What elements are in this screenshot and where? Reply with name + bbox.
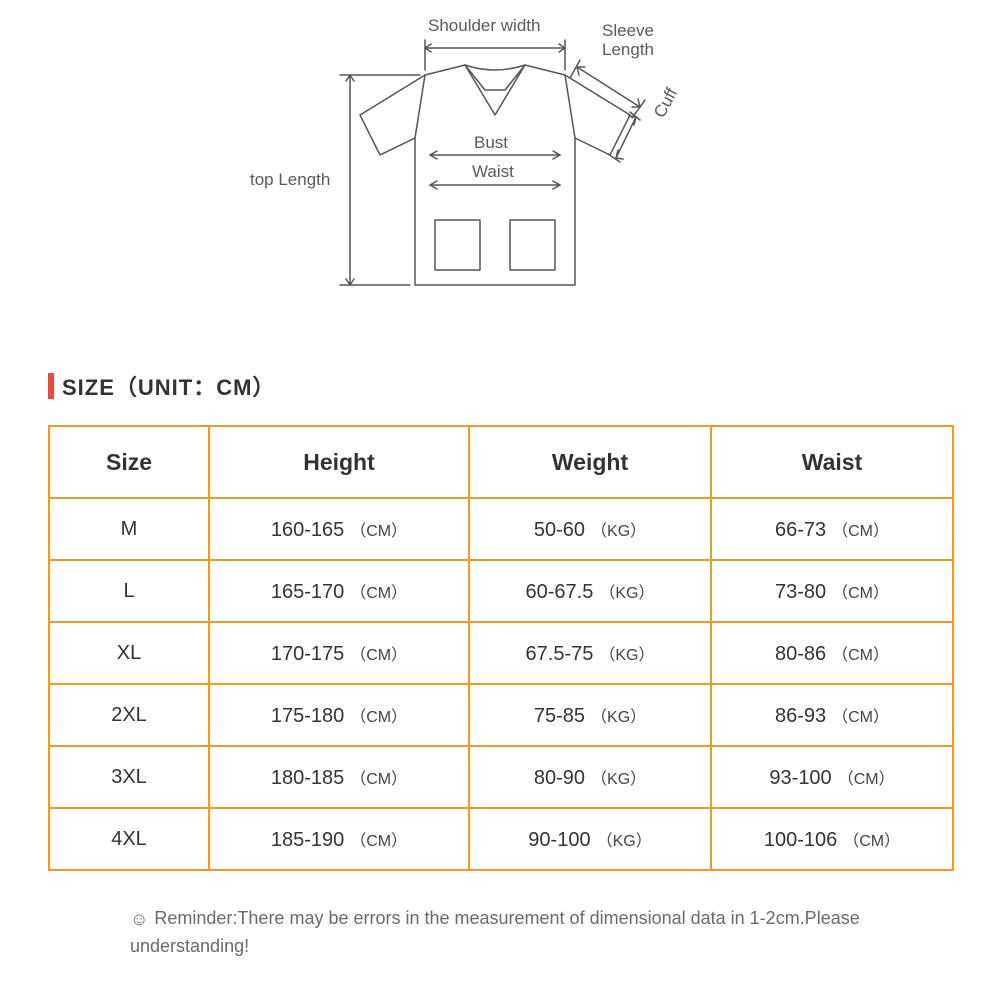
table-cell-height: 180-185（CM） xyxy=(209,746,469,808)
title-accent-bar xyxy=(48,373,54,399)
smile-icon: ☺ xyxy=(130,906,148,933)
size-table: Size Height Weight Waist M160-165（CM）50-… xyxy=(48,425,954,871)
section-title: SIZE（UNIT：CM） xyxy=(48,370,275,402)
table-header-row: Size Height Weight Waist xyxy=(49,426,953,498)
col-header-weight: Weight xyxy=(469,426,711,498)
garment-diagram: Shoulder width SleeveLength Cuff Bust Wa… xyxy=(280,20,720,320)
table-cell-waist: 80-86（CM） xyxy=(711,622,953,684)
table-cell-weight: 75-85（KG） xyxy=(469,684,711,746)
table-cell-weight: 80-90（KG） xyxy=(469,746,711,808)
col-header-size: Size xyxy=(49,426,209,498)
table-cell-weight: 50-60（KG） xyxy=(469,498,711,560)
title-text: SIZE（UNIT：CM） xyxy=(62,370,275,402)
table-row: 4XL185-190（CM）90-100（KG）100-106（CM） xyxy=(49,808,953,870)
table-cell-size: M xyxy=(49,498,209,560)
table-cell-height: 175-180（CM） xyxy=(209,684,469,746)
table-cell-waist: 100-106（CM） xyxy=(711,808,953,870)
table-cell-weight: 60-67.5（KG） xyxy=(469,560,711,622)
label-bust: Bust xyxy=(474,133,508,153)
table-row: L165-170（CM）60-67.5（KG）73-80（CM） xyxy=(49,560,953,622)
table-row: M160-165（CM）50-60（KG）66-73（CM） xyxy=(49,498,953,560)
col-header-height: Height xyxy=(209,426,469,498)
label-shoulder-width: Shoulder width xyxy=(428,16,540,36)
table-cell-waist: 66-73（CM） xyxy=(711,498,953,560)
table-cell-size: L xyxy=(49,560,209,622)
reminder-note: ☺Reminder:There may be errors in the mea… xyxy=(130,905,870,960)
table-cell-size: 3XL xyxy=(49,746,209,808)
table-row: XL170-175（CM）67.5-75（KG）80-86（CM） xyxy=(49,622,953,684)
table-cell-height: 165-170（CM） xyxy=(209,560,469,622)
table-cell-size: 4XL xyxy=(49,808,209,870)
reminder-text: Reminder:There may be errors in the meas… xyxy=(130,908,860,956)
table-cell-weight: 90-100（KG） xyxy=(469,808,711,870)
label-sleeve-length: SleeveLength xyxy=(602,22,654,59)
table-cell-waist: 86-93（CM） xyxy=(711,684,953,746)
table-cell-size: XL xyxy=(49,622,209,684)
table-row: 3XL180-185（CM）80-90（KG）93-100（CM） xyxy=(49,746,953,808)
label-waist: Waist xyxy=(472,162,514,182)
table-cell-waist: 93-100（CM） xyxy=(711,746,953,808)
table-cell-height: 160-165（CM） xyxy=(209,498,469,560)
label-top-length: top Length xyxy=(250,170,330,190)
table-row: 2XL175-180（CM）75-85（KG）86-93（CM） xyxy=(49,684,953,746)
table-cell-size: 2XL xyxy=(49,684,209,746)
table-cell-waist: 73-80（CM） xyxy=(711,560,953,622)
table-cell-height: 170-175（CM） xyxy=(209,622,469,684)
table-cell-height: 185-190（CM） xyxy=(209,808,469,870)
table-cell-weight: 67.5-75（KG） xyxy=(469,622,711,684)
col-header-waist: Waist xyxy=(711,426,953,498)
